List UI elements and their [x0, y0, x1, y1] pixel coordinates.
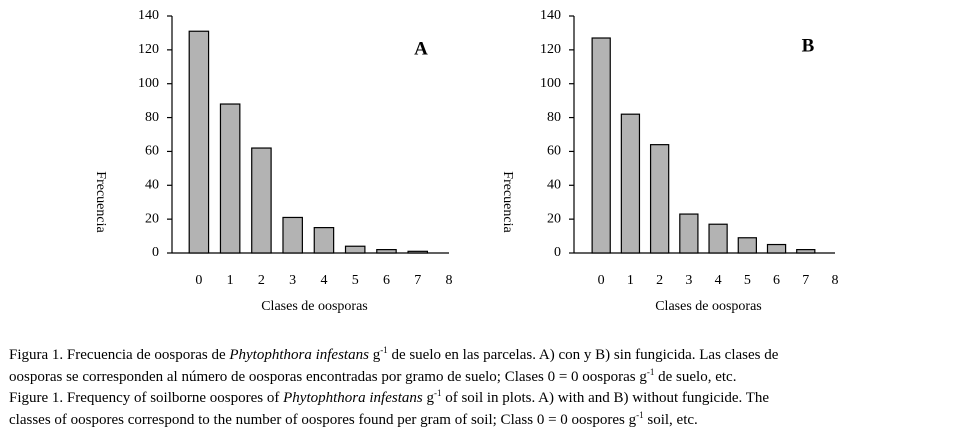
caption-text: de suelo, etc.: [654, 368, 737, 385]
x-tick-label: 7: [414, 273, 421, 288]
x-tick-label: 3: [685, 273, 692, 288]
panel-label: A: [414, 38, 428, 59]
y-tick-label: 140: [540, 8, 561, 23]
y-tick-label: 120: [138, 42, 159, 57]
caption-text: g: [422, 390, 434, 406]
x-tick-label: 5: [744, 273, 751, 288]
bar: [649, 144, 670, 254]
bar: [188, 30, 210, 254]
bar: [407, 250, 429, 254]
bar: [766, 243, 787, 254]
bar: [737, 237, 757, 254]
caption-sup: -1: [646, 366, 655, 377]
x-tick-label: 6: [773, 273, 780, 288]
y-tick-label: 40: [547, 178, 561, 193]
y-tick-label: 120: [540, 42, 561, 57]
caption-species: Phytophthora infestans: [283, 390, 423, 406]
bar: [796, 249, 816, 254]
caption-text: g: [368, 347, 381, 363]
bar: [679, 213, 699, 254]
caption-sup: -1: [380, 345, 388, 355]
x-tick-label: 1: [627, 273, 634, 288]
caption-sup: -1: [636, 409, 644, 420]
bar: [708, 223, 728, 254]
bar: [251, 147, 272, 254]
y-tick-label: 40: [145, 178, 159, 193]
panel-label: B: [802, 35, 815, 56]
y-axis-label: Frecuencia: [93, 171, 108, 233]
x-tick-label: 2: [656, 273, 663, 288]
caption-species: Phytophthora infestans: [229, 347, 369, 363]
y-tick-label: 100: [540, 76, 561, 91]
caption-text: classes of oospores correspond to the nu…: [9, 411, 637, 428]
caption-text: soil, etc.: [643, 411, 698, 428]
x-tick-label: 0: [195, 273, 202, 288]
x-tick-label: 4: [320, 273, 327, 288]
y-tick-label: 140: [138, 8, 159, 23]
caption-text: Figure 1. Frequency of soilborne oospore…: [9, 390, 284, 406]
x-axis-label: Clases de oosporas: [655, 299, 762, 314]
x-tick-label: 4: [715, 273, 722, 288]
x-axis-label: Clases de oosporas: [261, 299, 368, 314]
bar: [219, 103, 241, 254]
caption-text: of soil in plots. A) with and B) without…: [441, 390, 770, 406]
y-tick-label: 80: [145, 110, 159, 125]
x-tick-label: 8: [446, 273, 453, 288]
x-tick-label: 2: [258, 273, 265, 288]
y-tick-label: 20: [145, 211, 159, 226]
y-tick-label: 60: [145, 144, 159, 159]
x-tick-label: 8: [832, 273, 839, 288]
caption-text: Figura 1. Frecuencia de oosporas de: [9, 347, 230, 363]
x-tick-label: 7: [802, 273, 809, 288]
bar: [282, 216, 303, 254]
x-tick-label: 1: [227, 273, 234, 288]
x-tick-label: 3: [289, 273, 296, 288]
y-tick-label: 0: [152, 245, 159, 260]
x-tick-label: 6: [383, 273, 390, 288]
x-tick-label: 0: [598, 273, 605, 288]
y-axis-label: Frecuencia: [500, 171, 515, 233]
caption-text: oosporas se corresponden al número de oo…: [9, 368, 647, 385]
caption-sup: -1: [433, 388, 442, 398]
bar: [376, 249, 397, 254]
caption-text: de suelo en las parcelas. A) con y B) si…: [387, 347, 779, 363]
caption: Figura 1. Frecuencia de oosporas de Phyt…: [9, 345, 778, 431]
y-tick-label: 100: [138, 76, 159, 91]
y-tick-label: 80: [547, 110, 561, 125]
bar: [344, 245, 366, 254]
y-tick-label: 60: [547, 144, 561, 159]
x-tick-label: 5: [352, 273, 359, 288]
bar: [313, 227, 335, 254]
bar: [620, 113, 641, 254]
bar: [591, 37, 611, 254]
y-tick-label: 20: [547, 211, 561, 226]
y-tick-label: 0: [554, 245, 561, 260]
